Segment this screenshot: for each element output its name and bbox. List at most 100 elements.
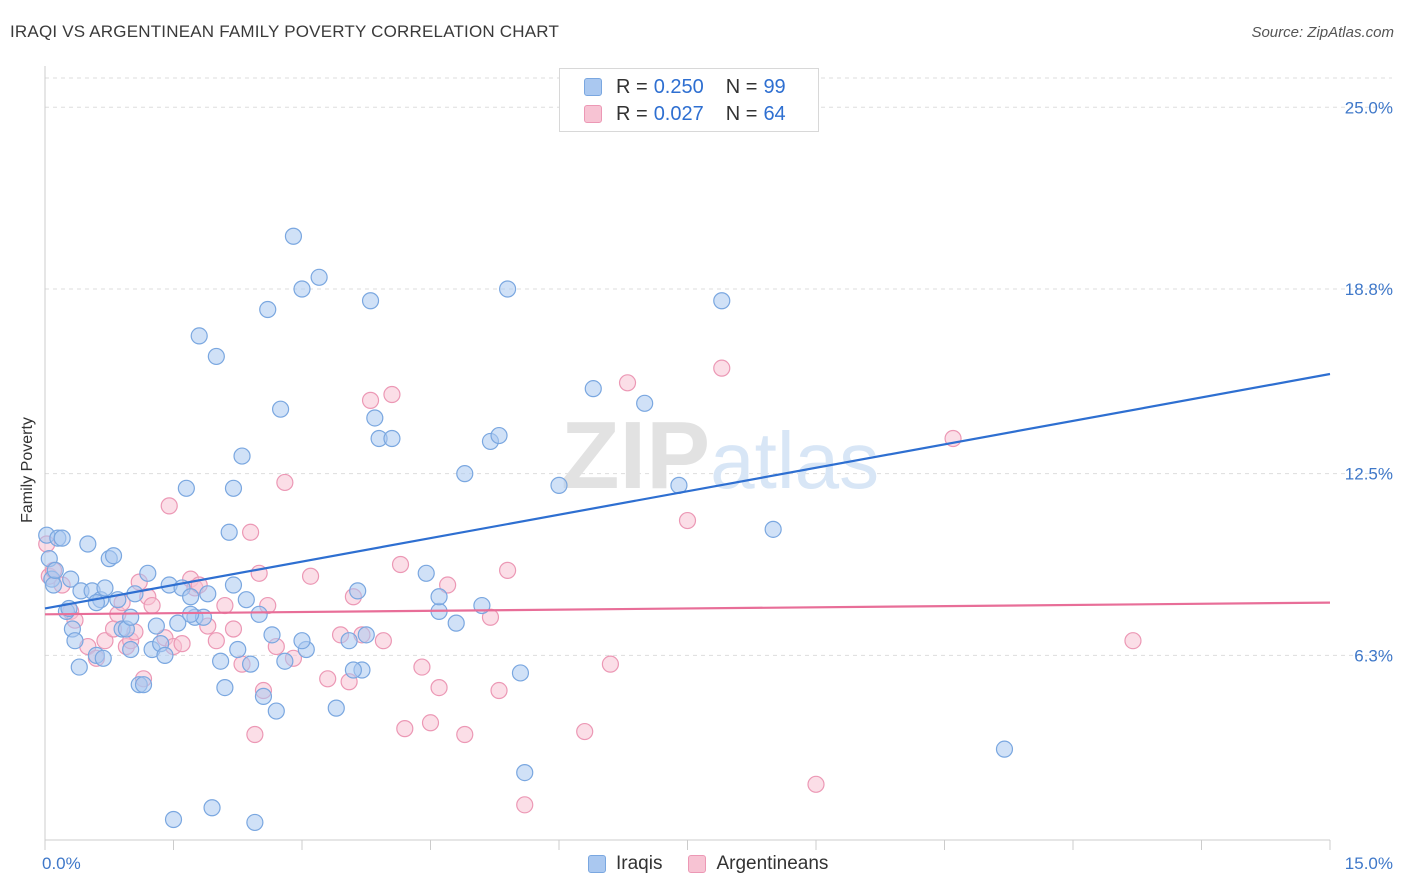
- legend-row-iraqis: R = 0.250 N = 99: [584, 75, 786, 99]
- argentineans-swatch: [584, 105, 602, 123]
- iraqis-point: [250, 605, 268, 623]
- iraqis-point: [139, 564, 157, 582]
- chart-title: IRAQI VS ARGENTINEAN FAMILY POVERTY CORR…: [10, 22, 560, 41]
- iraqis-point: [216, 678, 234, 697]
- iraqis-point: [164, 810, 183, 829]
- iraqis-point: [995, 740, 1014, 758]
- argentineans-point: [242, 523, 260, 541]
- iraqis-point: [122, 640, 140, 659]
- iraqis-point: [66, 632, 84, 650]
- argentineans-point: [396, 720, 414, 738]
- tick-labels: 6.3% 12.5% 18.8% 25.0% 0.0% 15.0%: [42, 98, 1393, 873]
- argentineans-point: [439, 576, 457, 594]
- argentineans-point: [678, 511, 697, 530]
- legend-item-iraqis[interactable]: Iraqis: [588, 853, 662, 875]
- axes: [44, 66, 1331, 850]
- legend-label-argentineans: Argentineans: [716, 853, 829, 874]
- iraqis-point: [357, 626, 375, 644]
- iraqis-point: [417, 564, 435, 582]
- iraqis-point: [263, 626, 281, 644]
- iraqis-point: [267, 702, 285, 720]
- iraqis-points: [38, 227, 1014, 832]
- iraqis-point: [516, 763, 534, 782]
- iraqis-point: [182, 605, 200, 623]
- r-label: R =: [616, 75, 648, 98]
- iraqis-point: [182, 588, 200, 606]
- iraqis-point: [456, 465, 474, 483]
- argentineans-point: [456, 725, 474, 744]
- iraqis-point: [224, 576, 243, 594]
- iraqis-point: [327, 699, 345, 717]
- n-label: N =: [725, 102, 758, 125]
- argentineans-point: [421, 714, 440, 732]
- iraqis-point: [147, 617, 165, 635]
- y-tick-label: 18.8%: [1345, 280, 1393, 299]
- iraqis-point: [122, 608, 140, 626]
- iraqis-point: [53, 529, 71, 547]
- argentineans-point: [499, 561, 517, 579]
- argentineans-point: [361, 391, 380, 409]
- iraqis-point: [340, 632, 358, 650]
- legend-label-iraqis: Iraqis: [616, 853, 663, 874]
- iraqis-point: [104, 547, 123, 565]
- y-tick-label: 12.5%: [1345, 465, 1393, 484]
- iraqis-point: [430, 588, 448, 606]
- y-tick-label: 25.0%: [1345, 98, 1393, 117]
- iraqis-point: [62, 570, 80, 588]
- iraqis-point: [276, 652, 294, 670]
- argentineans-point: [601, 655, 620, 673]
- x-tick-label: 15.0%: [1345, 854, 1393, 873]
- iraqis-point: [233, 447, 251, 465]
- iraqis-swatch: [584, 78, 602, 96]
- source-label: Source: ZipAtlas.com: [1251, 24, 1394, 41]
- r-label: R =: [616, 102, 648, 125]
- legend-row-argentineans: R = 0.027 N = 64: [584, 102, 786, 126]
- argentineans-point: [207, 632, 225, 650]
- iraqis-point: [199, 585, 217, 603]
- argentineans-point: [374, 632, 392, 650]
- iraqis-point: [271, 400, 290, 418]
- argentineans-point: [413, 658, 431, 676]
- argentineans-point: [173, 635, 191, 653]
- iraqis-point: [366, 409, 384, 427]
- iraqis-trend-line: [44, 372, 1331, 610]
- n-value: 64: [763, 102, 786, 125]
- iraqis-point: [237, 591, 255, 609]
- iraqis-point: [344, 661, 362, 679]
- n-value: 99: [763, 75, 786, 98]
- argentineans-point: [96, 632, 114, 650]
- argentineans-point: [301, 567, 320, 585]
- iraqis-point: [511, 664, 530, 682]
- iraqis-point: [293, 280, 311, 298]
- argentineans-trend-line: [44, 601, 1331, 616]
- iraqis-point: [259, 300, 277, 319]
- iraqis-point: [156, 646, 174, 664]
- stats-legend: R = 0.250 N = 99 R = 0.027 N = 64: [559, 68, 819, 132]
- argentineans-point: [1124, 632, 1142, 650]
- iraqis-point: [284, 227, 303, 245]
- argentineans-point: [319, 670, 337, 688]
- iraqis-point: [254, 687, 273, 705]
- argentineans-point: [276, 473, 294, 492]
- r-value: 0.250: [653, 75, 704, 98]
- iraqis-point: [70, 658, 88, 676]
- argentineans-point: [224, 620, 243, 638]
- iraqis-point: [224, 479, 243, 497]
- iraqis-point: [134, 676, 153, 694]
- iraqis-point: [550, 476, 568, 494]
- iraqis-swatch: [588, 855, 606, 873]
- legend-item-argentineans[interactable]: Argentineans: [688, 853, 828, 875]
- iraqis-point: [242, 655, 260, 673]
- argentineans-point: [160, 497, 178, 515]
- iraqis-point: [383, 429, 401, 448]
- argentineans-point: [807, 775, 825, 793]
- argentineans-point: [246, 725, 264, 744]
- argentineans-point: [490, 681, 508, 700]
- iraqis-point: [96, 579, 114, 597]
- iraqis-point: [207, 347, 225, 366]
- iraqis-point: [636, 394, 654, 412]
- series-legend: Iraqis Argentineans: [588, 852, 854, 876]
- argentineans-point: [713, 359, 731, 377]
- n-label: N =: [725, 75, 758, 98]
